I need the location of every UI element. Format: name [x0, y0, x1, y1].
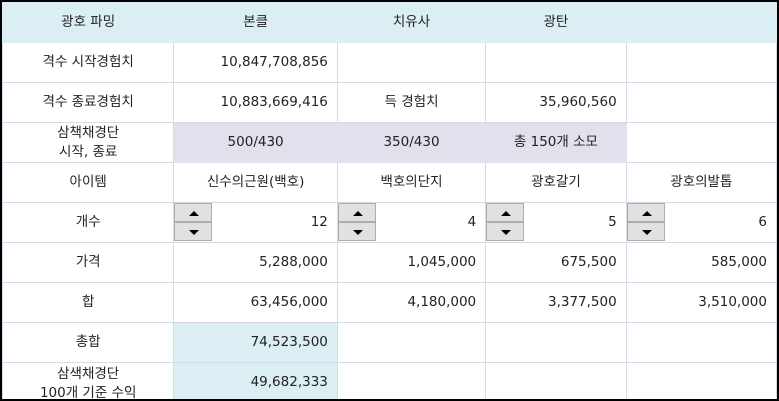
row-label[interactable]: 가격 — [2, 242, 175, 283]
row-label[interactable]: 아이템 — [2, 162, 175, 203]
label-line: 100개 기준 수익 — [39, 385, 137, 401]
spin-up-arrow-icon[interactable] — [337, 203, 376, 222]
header-cell[interactable]: 치유사 — [336, 2, 487, 43]
spin-down-arrow-icon[interactable] — [174, 222, 213, 241]
cell[interactable]: 675,500 — [485, 242, 627, 283]
count-value: 5 — [608, 214, 617, 230]
header-cell[interactable]: 본클 — [173, 2, 338, 43]
cell[interactable]: 500/430 — [173, 122, 338, 163]
cell[interactable]: 585,000 — [625, 242, 777, 283]
cell[interactable]: 총 150개 소모 — [485, 122, 627, 163]
spin-down-arrow-icon[interactable] — [486, 222, 525, 241]
quantity-stepper[interactable] — [486, 203, 525, 241]
count-cell[interactable]: 12 — [173, 202, 338, 243]
cell[interactable]: 5,288,000 — [173, 242, 338, 283]
spin-up-arrow-icon[interactable] — [174, 203, 213, 222]
count-value: 4 — [467, 214, 477, 230]
per100-row: 삼색채경단 100개 기준 수익 49,682,333 — [2, 362, 777, 401]
cell[interactable] — [625, 362, 777, 399]
spin-down-arrow-icon[interactable] — [626, 222, 665, 241]
item-name[interactable]: 광호갈기 — [485, 162, 627, 203]
sum-row: 합 63,456,000 4,180,000 3,377,500 3,510,0… — [2, 282, 777, 323]
cell[interactable] — [625, 322, 777, 363]
cell[interactable]: 49,682,333 — [173, 362, 338, 399]
header-row: 광호 파밍 본클 치유사 광탄 — [2, 2, 777, 43]
cell[interactable]: 63,456,000 — [173, 282, 338, 323]
cell[interactable] — [485, 42, 627, 83]
label-line: 삼색채경단 — [57, 366, 120, 382]
cell[interactable]: 10,847,708,856 — [173, 42, 338, 83]
header-cell[interactable]: 광호 파밍 — [2, 2, 175, 43]
count-value: 12 — [310, 214, 328, 230]
cell[interactable] — [336, 42, 487, 83]
price-row: 가격 5,288,000 1,045,000 675,500 585,000 — [2, 242, 777, 283]
cell[interactable]: 350/430 — [336, 122, 487, 163]
row-label[interactable]: 총합 — [2, 322, 175, 363]
count-row: 개수 12 4 5 6 — [2, 202, 777, 243]
row-label[interactable]: 삼색채경단 100개 기준 수익 — [2, 362, 175, 401]
spin-down-arrow-icon[interactable] — [337, 222, 376, 241]
count-value: 6 — [758, 214, 767, 230]
label-line: 시작, 종료 — [59, 143, 118, 160]
quantity-stepper[interactable] — [337, 203, 376, 241]
cell[interactable] — [336, 362, 487, 399]
quantity-stepper[interactable] — [174, 203, 213, 241]
quantity-stepper[interactable] — [626, 203, 665, 241]
header-cell[interactable] — [625, 2, 777, 43]
cell[interactable]: 1,045,000 — [336, 242, 487, 283]
count-cell[interactable]: 5 — [485, 202, 627, 243]
item-name[interactable]: 신수의근원(백호) — [173, 162, 338, 203]
header-cell[interactable]: 광탄 — [485, 2, 627, 43]
item-name[interactable]: 광호의발톱 — [625, 162, 777, 203]
cell[interactable] — [485, 362, 627, 399]
count-cell[interactable]: 4 — [336, 202, 487, 243]
cell[interactable]: 4,180,000 — [336, 282, 487, 323]
cell[interactable]: 10,883,669,416 — [173, 82, 338, 123]
start-exp-row: 격수 시작경험치 10,847,708,856 — [2, 42, 777, 83]
cell[interactable] — [625, 122, 777, 163]
row-label[interactable]: 합 — [2, 282, 175, 323]
spin-up-arrow-icon[interactable] — [626, 203, 665, 222]
cell[interactable] — [625, 82, 777, 123]
cell[interactable] — [625, 42, 777, 83]
row-label[interactable]: 격수 종료경험치 — [2, 82, 175, 123]
cell[interactable]: 74,523,500 — [173, 322, 338, 363]
row-label[interactable]: 개수 — [2, 202, 175, 243]
cell[interactable]: 득 경험치 — [336, 82, 487, 123]
cell[interactable] — [485, 322, 627, 363]
label-line: 삼책채경단 — [57, 124, 120, 141]
cell[interactable]: 3,510,000 — [625, 282, 777, 323]
item-name[interactable]: 백호의단지 — [336, 162, 487, 203]
cell[interactable] — [336, 322, 487, 363]
items-row: 아이템 신수의근원(백호) 백호의단지 광호갈기 광호의발톱 — [2, 162, 777, 203]
row-label[interactable]: 격수 시작경험치 — [2, 42, 175, 83]
count-cell[interactable]: 6 — [625, 202, 777, 243]
total-row: 총합 74,523,500 — [2, 322, 777, 363]
spin-up-arrow-icon[interactable] — [486, 203, 525, 222]
end-exp-row: 격수 종료경험치 10,883,669,416 득 경험치 35,960,560 — [2, 82, 777, 123]
cell[interactable]: 3,377,500 — [485, 282, 627, 323]
cell[interactable]: 35,960,560 — [485, 82, 627, 123]
